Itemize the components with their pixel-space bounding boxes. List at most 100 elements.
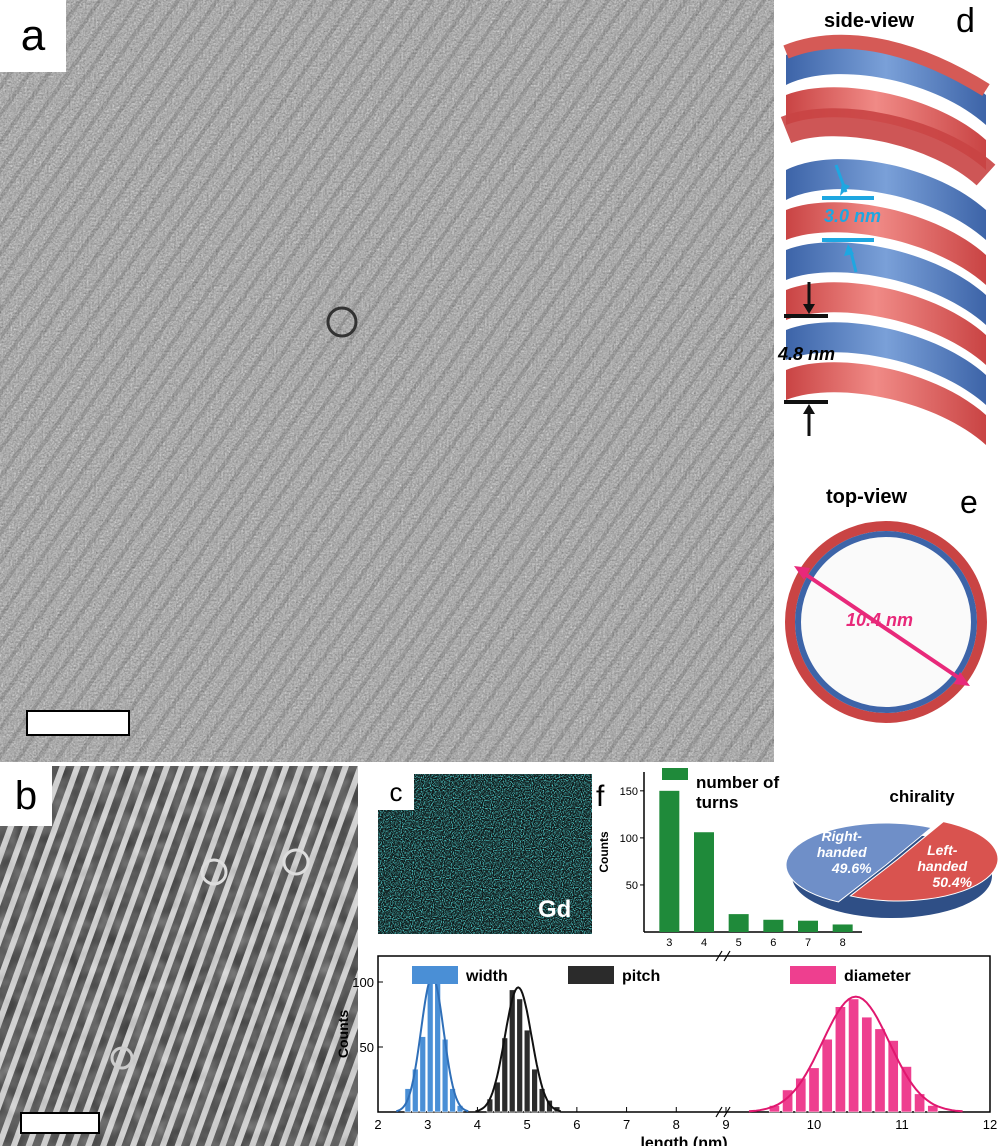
x-tick-label: 9: [722, 1117, 729, 1132]
x-tick-label: 5: [524, 1117, 531, 1132]
panel-c-letter: c: [389, 776, 403, 807]
x-tick-label: 5: [736, 937, 742, 946]
panel-c-eds-map: c Gd: [378, 774, 592, 934]
pie-chart-svg: chiralityLeft-handed50.4%Right-handed49.…: [785, 787, 999, 918]
legend-swatch-diameter: [790, 966, 836, 984]
legend-label-width: width: [465, 968, 508, 985]
x-tick-label: 12: [983, 1117, 997, 1132]
hist-bar-pitch: [516, 998, 523, 1113]
hist-bar-pitch: [509, 989, 516, 1113]
x-tick-label: 10: [807, 1117, 821, 1132]
pie-slice: [849, 821, 999, 902]
pie-label-line1: Left-: [927, 842, 958, 858]
tem-texture-a: [0, 0, 774, 762]
pie-label-line1: Right-: [822, 828, 863, 844]
y-tick-label: 50: [626, 880, 638, 892]
top-view-ring: [785, 521, 987, 723]
hist-bar-pitch: [494, 1081, 501, 1113]
pie-pct-label: 50.4%: [932, 874, 972, 890]
x-tick-label: 4: [474, 1117, 481, 1132]
legend-line1: number of: [696, 773, 779, 792]
x-tick-label: 8: [840, 937, 846, 946]
x-tick-label: 8: [673, 1117, 680, 1132]
y-axis-title: Counts: [335, 1010, 351, 1058]
side-view-title: side-view: [824, 10, 915, 32]
hist-bar-diameter: [834, 1006, 846, 1113]
turns-bar: [728, 914, 749, 932]
turns-bar: [832, 924, 853, 932]
pitch-annotation-marks: [784, 282, 828, 436]
top-view-title: top-view: [826, 486, 908, 508]
tem-texture-b: [0, 766, 358, 1146]
pie-pct-label: 49.6%: [831, 860, 872, 876]
width-annotation-text: 3.0 nm: [824, 206, 882, 226]
hist-bar-diameter: [808, 1067, 820, 1113]
pitch-annotation-text: 4.8 nm: [778, 344, 836, 364]
hist-bar-width: [419, 1036, 426, 1113]
x-tick-label: 11: [895, 1117, 909, 1132]
hist-bar-diameter: [927, 1105, 939, 1113]
axis-break-mark: [715, 1106, 723, 1118]
panel-a-label: a: [0, 0, 66, 72]
y-axis-title: Counts: [597, 831, 611, 873]
width-annotation-marks: [822, 164, 874, 273]
panel-b-label: b: [0, 766, 52, 826]
legend-label-diameter: diameter: [844, 968, 911, 985]
helix-drawing: [780, 34, 996, 445]
panel-e-top-view: top-view e 10.4 nm: [776, 476, 1000, 726]
legend-label: number of turns: [696, 773, 779, 812]
panel-a-letter: a: [20, 11, 46, 60]
panel-a-tem-image: a: [0, 0, 774, 762]
legend-swatch-pitch: [568, 966, 614, 984]
hist-bar-diameter: [821, 1038, 833, 1113]
turns-chart-svg: 50 100 150 Counts 3 4 5 6 7 8 number of turns: [597, 768, 862, 946]
x-tick-label: 7: [623, 1117, 630, 1132]
x-tick-label: 6: [573, 1117, 580, 1132]
panel-d-label: d: [956, 2, 975, 40]
x-tick-label: 2: [374, 1117, 381, 1132]
axis-break-mark: [723, 1106, 731, 1118]
hist-bar-width: [426, 979, 434, 1113]
pie-label-line2: handed: [917, 858, 967, 874]
legend-swatch: [662, 768, 688, 780]
hist-bar-pitch: [523, 1029, 531, 1113]
hist-bar-diameter: [874, 1028, 886, 1113]
pie-label-line2: handed: [817, 844, 867, 860]
fit-curve-diameter: [748, 995, 963, 1113]
hist-bar-diameter: [861, 1016, 873, 1113]
x-tick-label: 3: [424, 1117, 431, 1132]
turns-bar: [763, 919, 784, 932]
pie-slice: [785, 822, 933, 903]
turns-bar: [694, 832, 714, 932]
y-tick-label: 150: [620, 786, 638, 798]
hist-bar-diameter: [887, 1040, 899, 1113]
y-tick-label: 100: [620, 833, 638, 845]
hist-bar-diameter: [900, 1066, 912, 1113]
turns-bar: [659, 790, 680, 932]
histogram-svg: 50 100 Counts 2 3 4 5 6 7 8 9 10 11 12 length (nm) widt…: [335, 950, 997, 1146]
diameter-annotation-text: 10.4 nm: [846, 610, 914, 630]
legend-label-pitch: pitch: [622, 968, 660, 985]
x-tick-label: 4: [701, 937, 707, 946]
panel-d-side-view: side-view d: [776, 0, 1000, 470]
panel-chirality-pie: chirality Left-handed 50.4% Right-handed 49.…: [782, 780, 1000, 920]
y-tick-label: 50: [360, 1040, 374, 1055]
panel-c-label: c: [378, 774, 414, 810]
ring-feature: [326, 306, 358, 338]
legend-swatch-width: [412, 966, 458, 984]
gd-element-label: Gd: [538, 896, 572, 923]
x-tick-label: 3: [666, 937, 672, 946]
panel-f-turns-chart: f 50 100 150 Counts 3 4 5 6 7 8 number of turns: [592, 766, 872, 946]
legend-line2: turns: [696, 793, 739, 812]
hist-bar-diameter: [795, 1077, 807, 1113]
scale-bar-b: [20, 1112, 100, 1134]
panel-f-label: f: [596, 780, 605, 813]
y-tick-label: 100: [352, 975, 374, 990]
x-tick-label: 6: [770, 937, 776, 946]
hist-bar-pitch: [531, 1068, 538, 1113]
panel-b-letter: b: [14, 773, 38, 818]
hist-bar-diameter: [848, 998, 860, 1113]
turns-bar: [798, 920, 818, 932]
panel-b-tem-image: b: [0, 766, 358, 1146]
x-axis-title: length (nm): [640, 1135, 727, 1146]
